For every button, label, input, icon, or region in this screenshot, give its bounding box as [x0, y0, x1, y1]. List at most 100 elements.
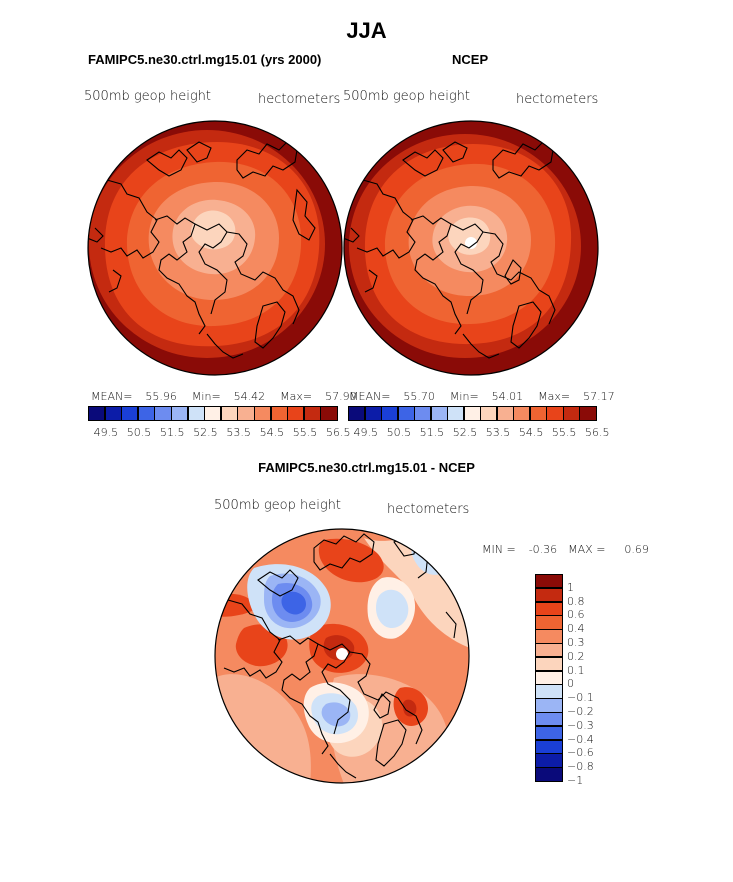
panel3-stats: MIN = -0.36 MAX = 0.69 [482, 543, 649, 556]
colorbar-swatch [204, 406, 222, 421]
colorbar-swatch [414, 406, 432, 421]
colorbar-tick-label: 51.5 [419, 426, 445, 439]
panel2-max-value: 57.17 [583, 390, 615, 403]
colorbar-swatch [535, 767, 563, 782]
panel1-coastlines [88, 141, 316, 359]
colorbar-tick-label: 50.5 [126, 426, 152, 439]
colorbar-swatch [137, 406, 155, 421]
panel1-stats: MEAN= 55.96 Min= 54.42 Max= 57.90 [91, 390, 357, 403]
colorbar-level-label: 0.6 [567, 608, 585, 622]
panel1-units: hectometers [258, 92, 341, 107]
panel2-colorbar-ticks: 49.5 50.5 51.5 52.5 53.5 54.5 55.5 56.5 [348, 426, 610, 440]
colorbar-tick-label: 52.5 [452, 426, 478, 439]
colorbar-swatch [535, 739, 563, 754]
colorbar-level-label: 0 [567, 677, 574, 691]
panel1-mean-label: MEAN= [91, 390, 133, 403]
colorbar-tick-label: 52.5 [193, 426, 218, 439]
colorbar-tick-label: 53.5 [226, 426, 251, 439]
panel1-min-label: Min= [191, 390, 221, 403]
colorbar-swatch [320, 406, 338, 421]
colorbar-swatch [513, 406, 531, 421]
panel1-min-value: 54.42 [233, 390, 266, 403]
colorbar-swatch [430, 406, 448, 421]
colorbar-level-label: −0.1 [567, 691, 594, 705]
panel2-units: hectometers [516, 92, 599, 107]
panel3-max-label: MAX = [568, 543, 606, 556]
colorbar-swatch [397, 406, 415, 421]
colorbar-tick-label: 51.5 [160, 426, 185, 439]
colorbar-swatch [535, 698, 563, 713]
colorbar-swatch [535, 643, 563, 658]
colorbar-tick-label: 56.5 [585, 426, 610, 439]
colorbar-swatch [88, 406, 106, 421]
panel3-min-value: -0.36 [528, 543, 558, 556]
colorbar-swatch [496, 406, 514, 421]
colorbar-swatch [447, 406, 465, 421]
colorbar-swatch [535, 670, 563, 685]
colorbar-swatch [535, 601, 563, 616]
colorbar-tick-label: 50.5 [386, 426, 412, 439]
colorbar-swatch [562, 406, 581, 421]
colorbar-level-label: 1 [567, 580, 574, 594]
colorbar-swatch [535, 753, 563, 768]
colorbar-swatch [535, 712, 563, 727]
panel3-coastlines [223, 533, 457, 779]
colorbar-swatch [287, 406, 305, 421]
colorbar-swatch [463, 406, 481, 421]
colorbar-swatch [535, 574, 563, 589]
colorbar-swatch [220, 406, 238, 421]
colorbar-tick-label: 54.5 [518, 426, 544, 439]
panel2-mean-value: 55.70 [403, 390, 435, 403]
colorbar-level-label: −0.6 [567, 746, 594, 760]
colorbar-swatch [187, 406, 205, 421]
panel1-colorbar-ticks: 49.5 50.5 51.5 52.5 53.5 54.5 55.5 56.5 [88, 426, 351, 440]
colorbar-swatch [171, 406, 189, 421]
panel1-mean-value: 55.96 [145, 390, 177, 403]
colorbar-tick-label: 55.5 [292, 426, 318, 439]
colorbar-swatch [270, 406, 288, 421]
colorbar-swatch [535, 725, 563, 741]
panel2-pole-marker [465, 237, 477, 249]
colorbar-swatch [348, 406, 366, 421]
colorbar-tick-label: 53.5 [485, 426, 511, 439]
panel2-mean-label: MEAN= [349, 390, 391, 403]
panel1-max-label: Max= [280, 390, 313, 403]
colorbar-swatch [364, 406, 382, 421]
colorbar-swatch [254, 406, 272, 421]
colorbar-tick-label: 49.5 [353, 426, 379, 439]
panel2-max-label: Max= [538, 390, 571, 403]
panel2-variable: 500mb geop height [343, 89, 470, 104]
colorbar-swatch [535, 656, 563, 672]
colorbar-level-label: −1 [567, 774, 584, 787]
panel2-min-value: 54.01 [491, 390, 524, 403]
panel1-variable: 500mb geop height [84, 89, 211, 104]
colorbar-tick-label: 55.5 [551, 426, 577, 439]
panel3-variable: 500mb geop height [214, 498, 341, 513]
colorbar-level-label: 0.2 [567, 649, 585, 663]
colorbar-tick-label: 56.5 [326, 426, 351, 439]
colorbar-swatch [154, 406, 172, 421]
colorbar-swatch [529, 406, 547, 421]
panel3-units: hectometers [387, 502, 470, 517]
colorbar-swatch [381, 406, 399, 421]
panel2-min-label: Min= [449, 390, 479, 403]
panel3-colorbar-labels: 1 0.8 0.6 0.4 0.3 0.2 0.1 0 −0.1 −0.2 −0.3 −0.4 −0.6… [567, 574, 607, 787]
colorbar-swatch [104, 406, 122, 421]
panel2-polar-map [343, 120, 599, 376]
colorbar-swatch [480, 406, 498, 421]
panel2-stats: MEAN= 55.70 Min= 54.01 Max= 57.17 [349, 390, 615, 403]
colorbar-swatch [121, 406, 139, 421]
colorbar-level-label: 0.1 [567, 663, 585, 677]
colorbar-swatch [303, 406, 321, 421]
colorbar-level-label: −0.2 [567, 705, 594, 718]
colorbar-level-label: 0.4 [567, 622, 585, 636]
colorbar-tick-label: 49.5 [93, 426, 119, 439]
panel1-colorbar [88, 406, 338, 421]
panel1-max-value: 57.90 [325, 390, 357, 403]
panel1-polar-map [87, 120, 343, 376]
page-title: JJA [346, 18, 387, 43]
panel3-pole-marker [336, 648, 348, 660]
colorbar-level-label: −0.3 [567, 718, 594, 732]
colorbar-swatch [546, 406, 564, 421]
panel3-max-value: 0.69 [624, 543, 649, 556]
